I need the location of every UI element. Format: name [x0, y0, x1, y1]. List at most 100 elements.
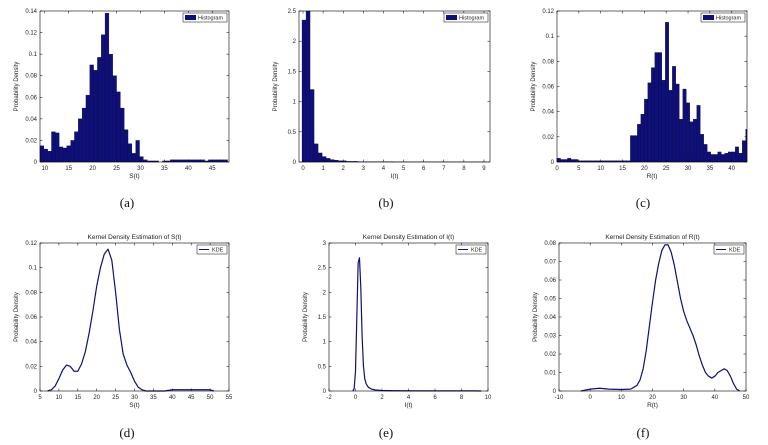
histogram-bar	[738, 153, 743, 163]
histogram-bar	[215, 159, 221, 163]
x-tick-label: 25	[112, 395, 119, 401]
x-tick-label: 0	[354, 395, 358, 401]
histogram-bar	[47, 151, 52, 163]
y-tick-label: 0.07	[544, 260, 556, 266]
plot-area	[40, 11, 229, 162]
x-tick-label: 0	[301, 166, 305, 172]
y-tick-label: 0.14	[25, 9, 37, 15]
y-tick-label: 0.02	[544, 352, 556, 358]
x-tick-label: 4	[407, 395, 411, 401]
histogram-bar	[330, 159, 335, 163]
histogram-bar	[321, 156, 327, 163]
y-tick-label: 0.06	[542, 85, 554, 91]
axes-box	[39, 10, 230, 163]
y-axis-label: Probability Density	[533, 292, 539, 342]
histogram-bar	[58, 146, 64, 163]
histogram-bar	[658, 52, 662, 163]
histogram-bar	[219, 159, 224, 163]
x-tick-label: 6	[422, 166, 426, 172]
legend-box	[182, 12, 228, 23]
histogram-bar	[173, 159, 178, 163]
histogram-bar	[55, 132, 60, 163]
x-tick-label: 3	[362, 166, 366, 172]
chart-histogram-r: 0 5 10 15 20 25 30 35 40 0 0.02 0.04 0.06 0.08 0.1 0.12…	[531, 9, 748, 180]
y-tick-label: 0.12	[25, 241, 37, 247]
y-axis-label: Probability Density	[303, 292, 309, 342]
x-tick-label: 5	[402, 166, 406, 172]
histogram-bar	[185, 159, 190, 163]
x-tick-label: 10	[618, 395, 625, 401]
y-tick-label: 2	[293, 39, 297, 45]
x-axis-label: S(t)	[129, 173, 139, 180]
x-tick-label: 10	[485, 395, 492, 401]
histogram-bar	[208, 159, 213, 163]
legend-swatch	[446, 15, 457, 20]
y-tick-label: 0.08	[25, 74, 37, 80]
histogram-bar	[556, 158, 561, 163]
histogram-bar	[97, 57, 102, 163]
x-tick-label: 25	[113, 166, 120, 172]
x-tick-label: 40	[711, 395, 718, 401]
x-tick-label: 45	[188, 395, 195, 401]
histogram-bar	[703, 144, 708, 163]
x-tick-label: 15	[619, 166, 626, 172]
histogram-bar	[81, 107, 87, 163]
y-tick-label: 0.04	[544, 315, 556, 321]
histogram-bar	[325, 158, 331, 163]
histogram-bar	[124, 129, 129, 163]
y-tick-label: 0.08	[542, 59, 554, 65]
chart-kde-r: Kernel Density Estimation of R(t)-10 0 10 2…	[533, 234, 750, 409]
chart-histogram-i: 0 1 2 3 4 5 6 7 8 9 0 0.5 1 1.5 2 2.5 I(t) Probability De…	[273, 9, 491, 180]
x-tick-label: 10	[56, 395, 63, 401]
histogram-bar	[212, 159, 217, 163]
histogram-bar	[644, 98, 649, 163]
x-tick-label: 40	[728, 166, 735, 172]
legend: KDE	[455, 244, 487, 255]
x-tick-label: 8	[462, 166, 466, 172]
x-tick-label: 8	[460, 395, 464, 401]
y-tick-label: 0	[551, 160, 555, 166]
y-tick-label: 0	[34, 389, 38, 395]
x-tick-label: 0	[588, 395, 592, 401]
y-tick-label: 0.08	[25, 290, 37, 296]
histogram-bar	[714, 154, 718, 163]
histogram-bar	[735, 146, 739, 163]
y-tick-label: 2	[323, 290, 327, 296]
caption-a: (a)	[119, 195, 135, 210]
y-tick-label: 0.02	[25, 364, 37, 370]
histogram-bar	[731, 151, 736, 163]
caption-e: (e)	[378, 425, 394, 440]
histogram-bar	[675, 83, 680, 163]
histogram-bar	[127, 143, 133, 163]
x-tick-label: 30	[685, 166, 692, 172]
histogram-bar	[112, 75, 117, 163]
histogram-bar	[177, 159, 182, 163]
histogram-bar	[89, 64, 94, 163]
y-tick-label: 0	[293, 160, 297, 166]
histogram-bar	[679, 119, 683, 163]
histogram-bar	[661, 80, 666, 163]
histogram-bar	[686, 102, 690, 163]
x-axis-label: S(t)	[129, 402, 139, 409]
histogram-bar	[689, 121, 694, 163]
histogram-bar	[101, 34, 106, 163]
y-axis-label: Probability Density	[14, 292, 20, 342]
x-tick-label: 20	[649, 395, 656, 401]
x-tick-label: 7	[442, 166, 446, 172]
x-tick-label: 0	[555, 166, 559, 172]
histogram-bar	[181, 159, 186, 163]
y-tick-label: 1.5	[318, 315, 327, 321]
histogram-bar	[665, 22, 669, 163]
legend-label: KDE	[471, 248, 483, 254]
x-tick-label: 15	[74, 395, 81, 401]
histogram-bar	[651, 67, 655, 163]
histogram-bar	[710, 154, 715, 163]
histogram-bar	[668, 90, 673, 163]
x-tick-label: 30	[137, 166, 144, 172]
chart-kde-s: Kernel Density Estimation of S(t) 5 10 15 20…	[14, 234, 233, 409]
legend-box	[443, 12, 489, 23]
histogram-bar	[717, 151, 722, 163]
histogram-bar	[567, 158, 572, 163]
histogram-bar	[724, 153, 729, 163]
legend-label: Histogram	[716, 16, 741, 22]
